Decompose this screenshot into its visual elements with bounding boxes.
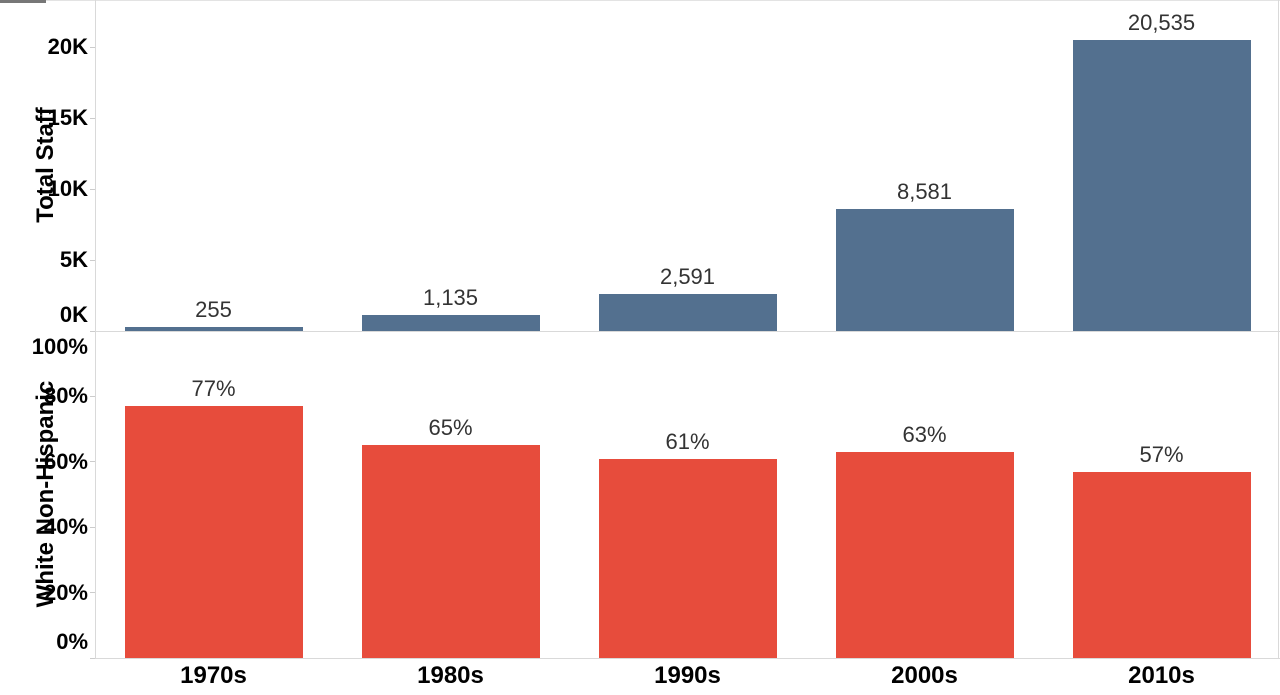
y-tick-label-white-non-hispanic: 40% — [43, 514, 88, 540]
y-tick-mark — [90, 526, 95, 528]
value-label-white-non-hispanic-1990s: 61% — [665, 429, 710, 454]
y-tick-label-total-staff: 10K — [47, 176, 88, 202]
right-border — [1278, 0, 1279, 658]
value-label-total-staff-1970s: 255 — [195, 297, 232, 322]
y-tick-label-total-staff: 20K — [47, 34, 88, 60]
y-tick-mark — [90, 395, 95, 397]
value-label-total-staff-2000s: 8,581 — [896, 179, 953, 204]
x-category-label-1990s: 1990s — [654, 662, 721, 689]
x-category-label-2010s: 2010s — [1128, 662, 1195, 689]
y-tick-mark — [90, 117, 95, 119]
x-category-label-1980s: 1980s — [417, 662, 484, 689]
top-border-accent — [0, 0, 46, 3]
value-label-white-non-hispanic-1970s: 77% — [191, 376, 236, 401]
y-tick-mark — [90, 188, 95, 190]
top-border — [0, 0, 1280, 1]
value-label-total-staff-1980s: 1,135 — [422, 285, 479, 310]
y-axis-title-white-non-hispanic: White Non-Hispanic — [32, 380, 59, 608]
y-tick-label-white-non-hispanic: 100% — [31, 334, 88, 359]
bar-white-non-hispanic-1970s[interactable] — [124, 406, 303, 658]
y-tick-mark — [90, 592, 95, 594]
x-category-label-1970s: 1970s — [180, 662, 247, 689]
bar-white-non-hispanic-2000s[interactable] — [835, 452, 1014, 658]
y-tick-label-white-non-hispanic: 20% — [43, 579, 88, 605]
bar-white-non-hispanic-1990s[interactable] — [598, 459, 777, 658]
pane-divider — [95, 331, 1280, 332]
y-tick-label-white-non-hispanic: 60% — [43, 448, 88, 474]
value-label-white-non-hispanic-2010s: 57% — [1139, 442, 1184, 467]
bar-total-staff-1980s[interactable] — [361, 315, 540, 331]
x-category-label-2000s: 2000s — [891, 662, 958, 689]
bar-total-staff-1990s[interactable] — [598, 294, 777, 331]
value-label-total-staff-2010s: 20,535 — [1127, 10, 1196, 35]
bar-white-non-hispanic-2010s[interactable] — [1072, 472, 1251, 658]
bar-total-staff-2010s[interactable] — [1072, 40, 1251, 331]
y-tick-mark — [90, 657, 95, 659]
y-tick-mark — [90, 46, 95, 48]
y-axis-line — [95, 0, 96, 658]
y-tick-label-white-non-hispanic: 80% — [43, 383, 88, 409]
y-tick-label-total-staff: 15K — [47, 105, 88, 131]
y-tick-mark — [90, 259, 95, 261]
y-tick-label-white-non-hispanic: 0% — [56, 629, 88, 654]
y-tick-mark — [90, 461, 95, 463]
value-label-total-staff-1990s: 2,591 — [659, 264, 716, 289]
y-tick-label-total-staff: 5K — [59, 247, 88, 273]
bar-white-non-hispanic-1980s[interactable] — [361, 445, 540, 658]
x-axis-line — [95, 658, 1280, 659]
bar-total-staff-1970s[interactable] — [124, 327, 303, 331]
bar-total-staff-2000s[interactable] — [835, 209, 1014, 331]
y-tick-mark — [90, 330, 95, 332]
value-label-white-non-hispanic-2000s: 63% — [902, 422, 947, 447]
y-tick-label-total-staff: 0K — [59, 302, 88, 327]
value-label-white-non-hispanic-1980s: 65% — [428, 415, 473, 440]
